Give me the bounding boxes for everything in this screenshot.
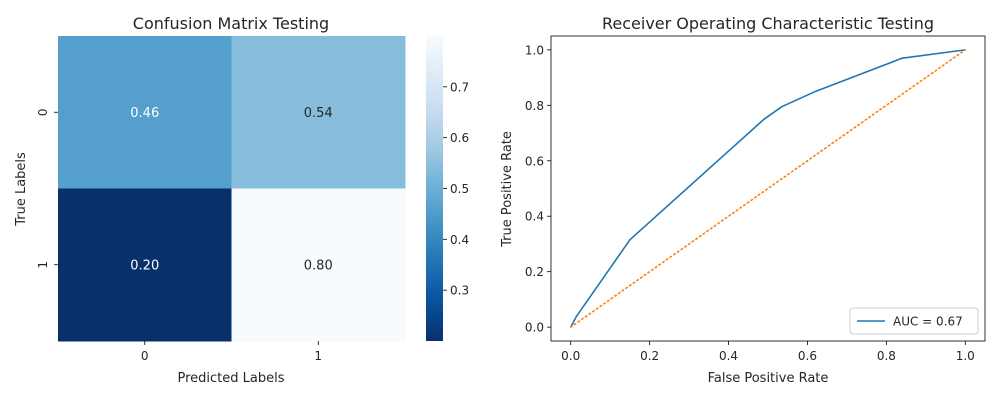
heatmap-cell-label: 0.80 — [304, 258, 333, 273]
cm-colorbar: 0.3 0.4 0.5 0.6 0.7 — [426, 36, 469, 341]
y-tick-label: 0.4 — [525, 210, 544, 224]
colorbar-tick-label: 0.5 — [450, 182, 469, 196]
heatmap-cell — [231, 188, 406, 342]
roc-x-ticks: 0.0 0.2 0.4 0.6 0.8 1.0 — [561, 341, 975, 363]
roc-axes-frame — [550, 35, 986, 342]
y-tick-label: 1.0 — [525, 43, 544, 57]
roc-title: Receiver Operating Characteristic Testin… — [602, 14, 934, 33]
x-tick-label: 0.2 — [640, 349, 659, 363]
cm-y-ticks: 01 — [36, 108, 58, 269]
x-tick-label: 0.8 — [877, 349, 896, 363]
roc-lines — [569, 49, 967, 328]
colorbar-fill — [426, 36, 443, 341]
heatmap-cell-label: 0.46 — [130, 106, 159, 121]
x-tick-label: 0 — [141, 349, 149, 363]
legend-label: AUC = 0.67 — [893, 315, 963, 329]
cm-x-axis-label: Predicted Labels — [177, 371, 284, 386]
roc-panel: Receiver Operating Characteristic Testin… — [500, 14, 986, 386]
roc-curve-line — [570, 49, 966, 328]
colorbar-tick-label: 0.4 — [450, 233, 469, 247]
heatmap-cell-label: 0.20 — [130, 258, 159, 273]
y-tick-label: 0.6 — [525, 154, 544, 168]
heatmap-cell — [231, 36, 406, 189]
heatmap-cell — [58, 36, 232, 189]
roc-legend: AUC = 0.67 — [849, 307, 979, 335]
y-tick-label: 1 — [36, 261, 50, 269]
cm-cells — [58, 36, 406, 342]
y-tick-label: 0.8 — [525, 99, 544, 113]
heatmap-cell — [58, 188, 232, 342]
x-tick-label: 0.6 — [798, 349, 817, 363]
confusion-matrix-panel: Confusion Matrix Testing 0.46 0.54 0.20 0.8… — [14, 14, 469, 386]
colorbar-tick-label: 0.3 — [450, 284, 469, 298]
roc-chance-line — [569, 49, 967, 328]
x-tick-label: 1.0 — [956, 349, 975, 363]
x-tick-label: 0.4 — [719, 349, 738, 363]
cm-cell-labels: 0.46 0.54 0.20 0.80 — [130, 106, 332, 274]
colorbar-tick-label: 0.6 — [450, 131, 469, 145]
cm-title: Confusion Matrix Testing — [133, 14, 329, 33]
x-tick-label: 1 — [314, 349, 322, 363]
roc-y-axis-label: True Positive Rate — [500, 131, 515, 248]
heatmap-cell-label: 0.54 — [304, 106, 333, 121]
cm-y-axis-label: True Labels — [14, 152, 29, 227]
y-tick-label: 0.2 — [525, 265, 544, 279]
y-tick-label: 0.0 — [525, 321, 544, 335]
roc-x-axis-label: False Positive Rate — [708, 371, 829, 386]
colorbar-tick-label: 0.7 — [450, 80, 469, 94]
x-tick-label: 0.0 — [561, 349, 580, 363]
roc-y-ticks: 0.0 0.2 0.4 0.6 0.8 1.0 — [525, 43, 551, 335]
legend-box — [849, 307, 979, 335]
y-tick-label: 0 — [36, 108, 50, 116]
